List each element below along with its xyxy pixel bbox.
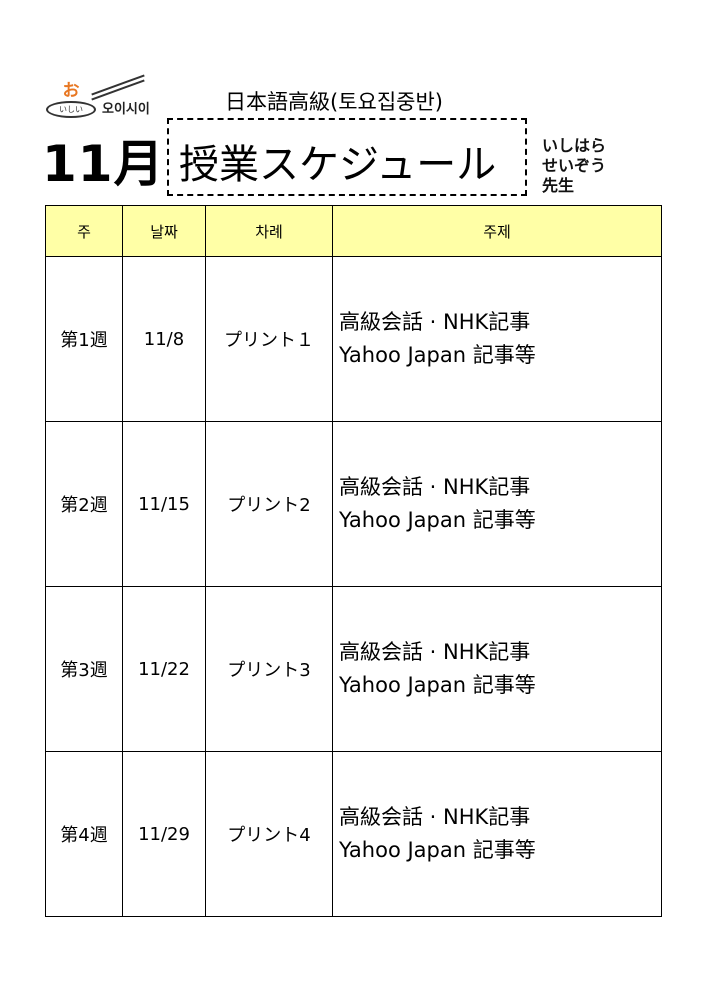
teacher-line: 先生: [542, 176, 575, 195]
week-cell: 第3週: [45, 586, 123, 752]
material-cell: プリント3: [205, 586, 333, 752]
topic-line: 高級会話 · NHK記事: [339, 640, 531, 664]
month: 11月: [42, 135, 165, 193]
topic-line: 高級会話 · NHK記事: [339, 805, 531, 829]
column-date: 날짜: [122, 205, 206, 257]
date-cell: 11/22: [122, 586, 206, 752]
topic-cell: 高級会話 · NHK記事 Yahoo Japan 記事等: [332, 751, 662, 917]
topic-line: Yahoo Japan 記事等: [339, 508, 536, 532]
schedule-table: 주 날짜 차례 주제 第1週 11/8 プリント１ 高級会話 · NHK記事 Ya…: [45, 205, 662, 917]
chopsticks-icon: [91, 74, 145, 96]
logo-name: 오이시이: [102, 102, 150, 117]
subtitle: 日本語高級(토요집중반): [225, 90, 443, 114]
topic-cell: 高級会話 · NHK記事 Yahoo Japan 記事等: [332, 586, 662, 752]
date-cell: 11/8: [122, 256, 206, 422]
column-order: 차례: [205, 205, 333, 257]
topic-cell: 高級会話 · NHK記事 Yahoo Japan 記事等: [332, 421, 662, 587]
table-row: 第4週 11/29 プリント4 高級会話 · NHK記事 Yahoo Japan …: [45, 751, 662, 917]
topic-line: Yahoo Japan 記事等: [339, 673, 536, 697]
page-title: 授業スケジュール: [179, 142, 497, 188]
week-cell: 第2週: [45, 421, 123, 587]
logo: お いしい 오이시이: [46, 74, 186, 118]
table-row: 第2週 11/15 プリント2 高級会話 · NHK記事 Yahoo Japan …: [45, 421, 662, 587]
material-cell: プリント4: [205, 751, 333, 917]
topic-line: 高級会話 · NHK記事: [339, 475, 531, 499]
material-cell: プリント１: [205, 256, 333, 422]
date-cell: 11/29: [122, 751, 206, 917]
title-box: 授業スケジュール: [167, 118, 527, 196]
logo-ellipse: いしい: [46, 101, 96, 118]
topic-cell: 高級会話 · NHK記事 Yahoo Japan 記事等: [332, 256, 662, 422]
week-cell: 第1週: [45, 256, 123, 422]
table-row: 第1週 11/8 プリント１ 高級会話 · NHK記事 Yahoo Japan 記…: [45, 256, 662, 422]
logo-mark-group: お いしい: [46, 82, 96, 118]
column-week: 주: [45, 205, 123, 257]
table-row: 第3週 11/22 プリント3 高級会話 · NHK記事 Yahoo Japan …: [45, 586, 662, 752]
week-cell: 第4週: [45, 751, 123, 917]
teacher-line: いしはら: [542, 136, 607, 155]
column-topic: 주제: [332, 205, 662, 257]
material-cell: プリント2: [205, 421, 333, 587]
table-header: 주 날짜 차례 주제: [45, 205, 662, 257]
topic-line: 高級会話 · NHK記事: [339, 310, 531, 334]
logo-mark: お: [62, 81, 80, 101]
teacher: いしはら せいぞう 先生: [542, 136, 606, 196]
topic-line: Yahoo Japan 記事等: [339, 343, 536, 367]
topic-line: Yahoo Japan 記事等: [339, 838, 536, 862]
teacher-line: せいぞう: [542, 156, 607, 175]
date-cell: 11/15: [122, 421, 206, 587]
